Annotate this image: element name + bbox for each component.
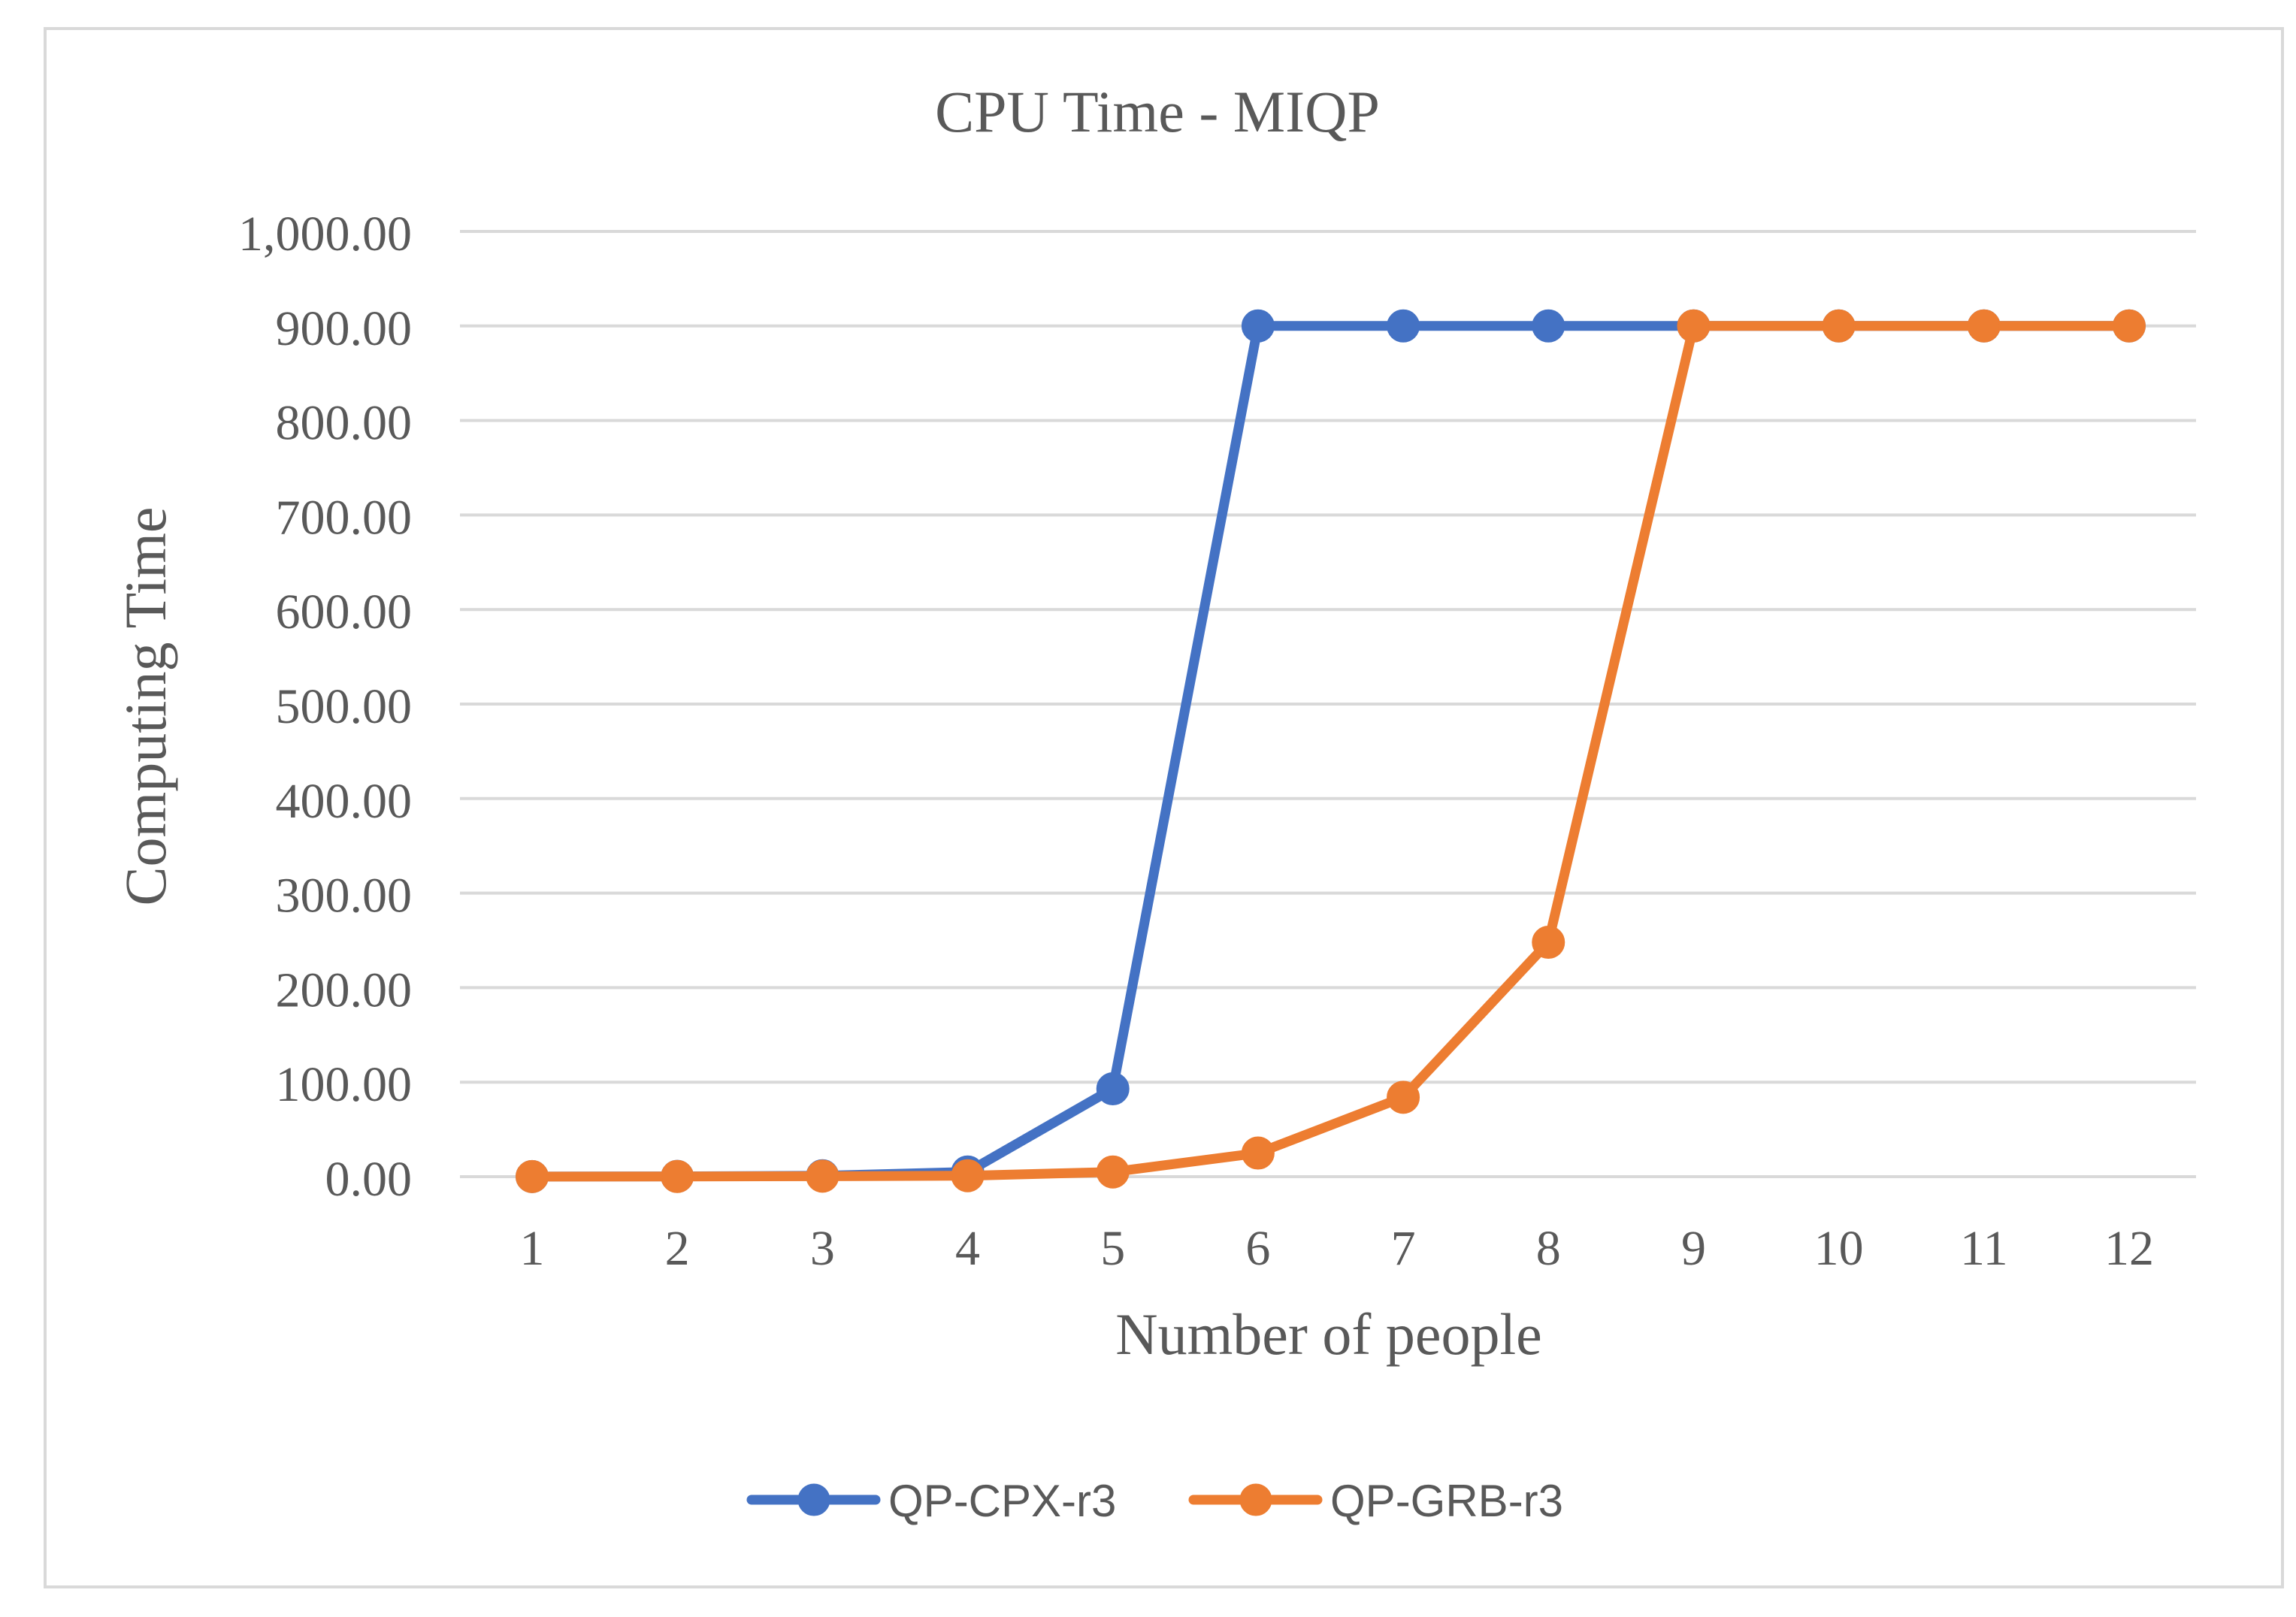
x-tick-label: 1: [520, 1221, 545, 1276]
y-tick-label: 700.00: [276, 490, 413, 545]
x-axis-label: Number of people: [1115, 1301, 1541, 1367]
y-tick-label: 900.00: [276, 301, 413, 356]
data-point-qp-cpx-r3: [1096, 1072, 1130, 1106]
x-tick-label: 4: [955, 1221, 980, 1276]
x-tick-label: 11: [1960, 1221, 2008, 1276]
data-point-qp-grb-r3: [951, 1159, 985, 1192]
y-tick-label: 0.00: [325, 1152, 413, 1207]
data-point-qp-grb-r3: [1822, 309, 1856, 343]
data-point-qp-grb-r3: [1096, 1155, 1130, 1189]
x-tick-label: 10: [1814, 1221, 1864, 1276]
chart-series: [516, 309, 2146, 1193]
y-tick-label: 1,000.00: [238, 207, 412, 261]
data-point-qp-grb-r3: [1241, 1136, 1275, 1170]
data-point-qp-grb-r3: [1967, 309, 2001, 343]
data-point-qp-grb-r3: [661, 1159, 694, 1193]
y-tick-label: 500.00: [276, 679, 413, 734]
x-tick-label: 12: [2104, 1221, 2154, 1276]
x-axis-tick-labels: 1 2 3 4 5 6 7 8 9 10 11 12: [520, 1221, 2154, 1276]
legend-label-qp-cpx-r3: QP-CPX-r3: [888, 1476, 1116, 1526]
legend-item-qp-cpx-r3: QP-CPX-r3: [746, 1476, 1116, 1526]
series-line-qp-grb-r3: [527, 321, 2134, 1182]
y-tick-label: 100.00: [276, 1057, 413, 1112]
legend-item-qp-grb-r3: QP-GRB-r3: [1188, 1476, 1563, 1526]
y-tick-label: 200.00: [276, 963, 413, 1017]
x-tick-label: 9: [1681, 1221, 1706, 1276]
chart-title: CPU Time - MIQP: [935, 79, 1380, 144]
x-tick-label: 8: [1536, 1221, 1561, 1276]
data-point-qp-grb-r3: [1532, 926, 1565, 960]
data-point-qp-grb-r3: [1387, 1081, 1420, 1114]
y-tick-label: 600.00: [276, 585, 413, 639]
x-tick-label: 3: [810, 1221, 835, 1276]
y-axis-tick-labels: 0.00 100.00 200.00 300.00 400.00 500.00 600.00…: [238, 207, 412, 1207]
legend-marker-qp-grb-r3: [1239, 1483, 1272, 1516]
x-tick-label: 6: [1245, 1221, 1270, 1276]
data-point-qp-grb-r3: [1677, 309, 1711, 343]
y-tick-label: 300.00: [276, 869, 413, 923]
x-tick-label: 7: [1391, 1221, 1416, 1276]
y-tick-label: 800.00: [276, 396, 413, 451]
data-point-qp-cpx-r3: [1241, 309, 1275, 343]
y-tick-label: 400.00: [276, 774, 413, 829]
legend-marker-qp-cpx-r3: [797, 1483, 830, 1516]
x-tick-label: 2: [665, 1221, 690, 1276]
data-point-qp-grb-r3: [2112, 309, 2146, 343]
data-point-qp-grb-r3: [516, 1159, 549, 1193]
y-axis-label: Computing Time: [113, 507, 178, 906]
legend-label-qp-grb-r3: QP-GRB-r3: [1330, 1476, 1563, 1526]
data-point-qp-grb-r3: [806, 1159, 839, 1193]
legend: QP-CPX-r3 QP-GRB-r3: [746, 1476, 1563, 1526]
data-point-qp-cpx-r3: [1387, 309, 1420, 343]
data-point-qp-cpx-r3: [1532, 309, 1565, 343]
x-tick-label: 5: [1100, 1221, 1125, 1276]
